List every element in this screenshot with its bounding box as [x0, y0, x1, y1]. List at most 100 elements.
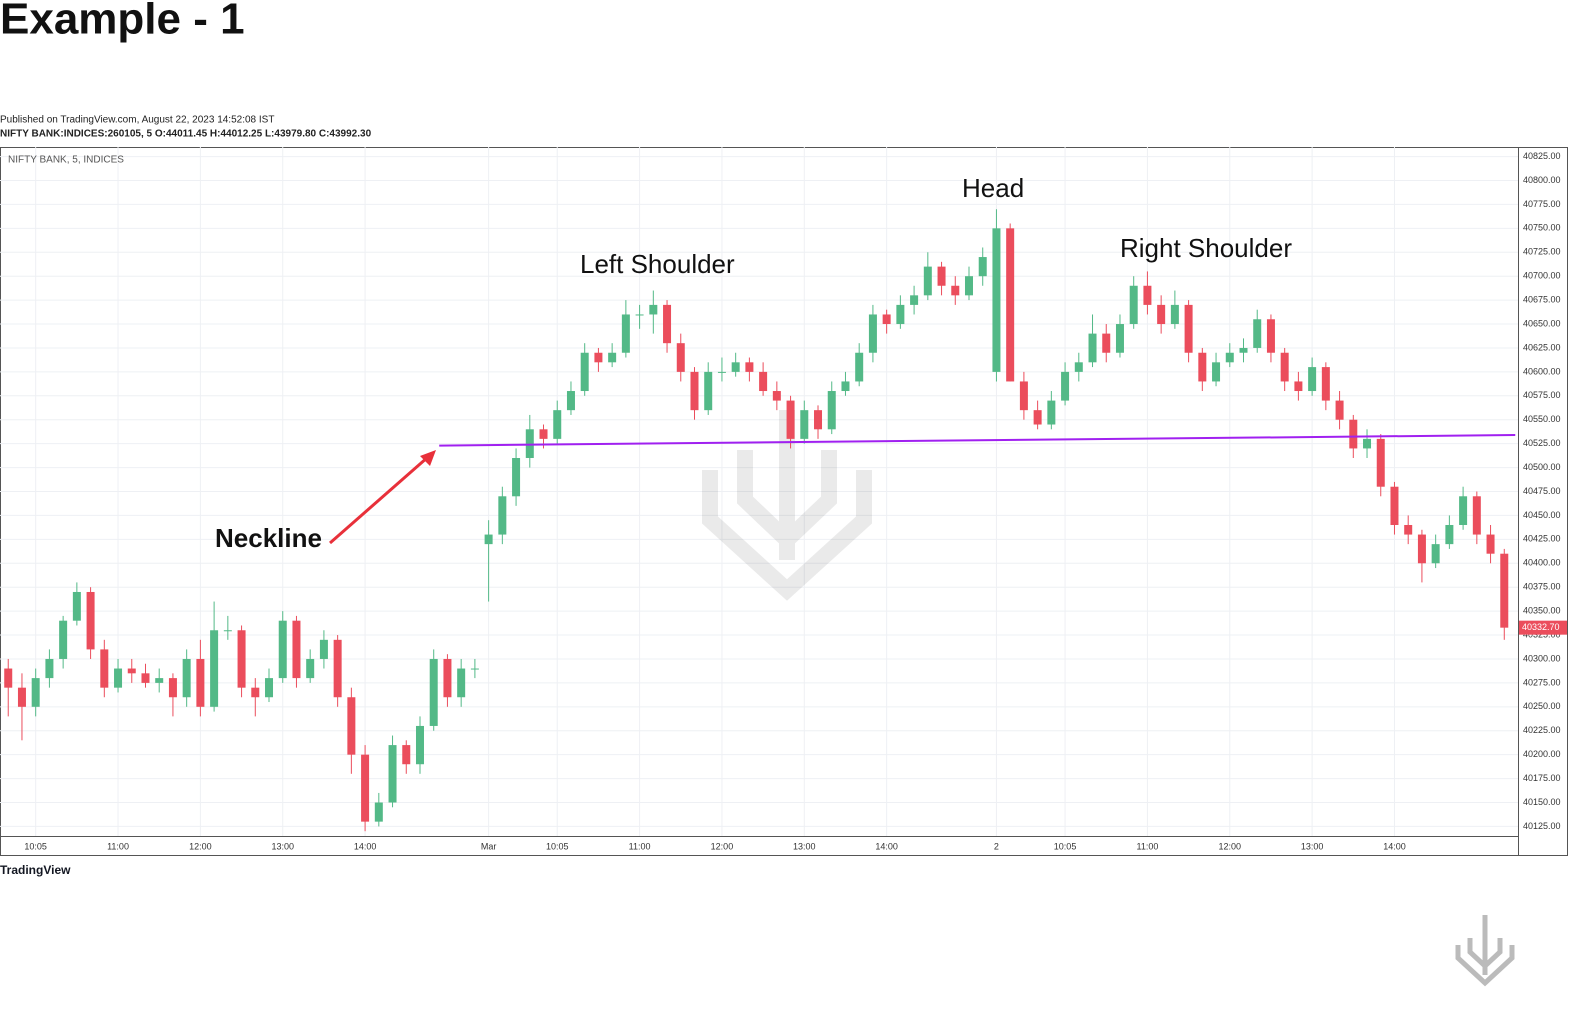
candle-body: [580, 352, 589, 392]
candle-body: [1102, 333, 1111, 353]
candle-body: [525, 429, 534, 459]
candle-body: [717, 371, 726, 373]
candle-body: [690, 371, 699, 411]
annotation: Right Shoulder: [1120, 233, 1292, 263]
candle-body: [814, 410, 823, 430]
candle-body: [566, 391, 575, 411]
candle-body: [759, 371, 768, 392]
candle-body: [1500, 553, 1509, 628]
x-tick-label: 10:05: [546, 841, 569, 851]
candle-body: [210, 630, 219, 707]
x-tick-label: 14:00: [1383, 841, 1406, 851]
y-tick-label: 40550.00: [1523, 414, 1561, 424]
candle-body: [17, 687, 26, 707]
candle-body: [333, 639, 342, 698]
candle-body: [786, 400, 795, 439]
candle-body: [1047, 400, 1056, 425]
candle-body: [498, 496, 507, 535]
y-tick-label: 40600.00: [1523, 366, 1561, 376]
candle-body: [114, 668, 123, 688]
x-tick-label: 10:05: [24, 841, 47, 851]
y-tick-label: 40175.00: [1523, 773, 1561, 783]
x-tick-label: 2: [994, 841, 999, 851]
x-tick-label: 13:00: [793, 841, 816, 851]
candle-body: [278, 620, 287, 679]
plot: [4, 209, 1516, 832]
candle-body: [868, 314, 877, 353]
y-tick-label: 40800.00: [1523, 175, 1561, 185]
candle-body: [361, 754, 370, 822]
candle-body: [1061, 371, 1070, 401]
x-tick-label: 12:00: [189, 841, 212, 851]
candle-body: [388, 745, 397, 803]
candle-body: [443, 658, 452, 698]
y-tick-label: 40150.00: [1523, 797, 1561, 807]
candle-body: [1486, 534, 1495, 554]
y-tick-label: 40725.00: [1523, 247, 1561, 257]
candle-body: [1266, 319, 1275, 353]
candle-body: [1280, 352, 1289, 382]
candle-body: [127, 668, 136, 674]
annotation: Left Shoulder: [580, 249, 735, 279]
candle-body: [621, 314, 630, 353]
annotation: Neckline: [215, 523, 322, 553]
candle-body: [855, 352, 864, 382]
candle-body: [1472, 496, 1481, 535]
candle-body: [155, 678, 164, 683]
x-tick-label: 10:05: [1054, 841, 1077, 851]
candle-body: [731, 362, 740, 372]
x-tick-label: 11:00: [1136, 841, 1158, 851]
candle-body: [704, 371, 713, 411]
y-tick-label: 40650.00: [1523, 318, 1561, 328]
last-price-label: 40332.70: [1522, 622, 1560, 632]
annotation-arrow: [329, 455, 429, 545]
candle-body: [251, 687, 260, 698]
y-tick-label: 40425.00: [1523, 534, 1561, 544]
candle-body: [1308, 367, 1317, 392]
annotation: Head: [962, 173, 1024, 203]
candle-body: [45, 658, 54, 679]
x-tick-label: 14:00: [875, 841, 898, 851]
y-tick-label: 40700.00: [1523, 271, 1561, 281]
candle-body: [882, 314, 891, 325]
y-tick-label: 40275.00: [1523, 677, 1561, 687]
ohlc-line: NIFTY BANK:INDICES:260105, 5 O:44011.45 …: [0, 129, 372, 140]
y-tick-label: 40450.00: [1523, 510, 1561, 520]
y-tick-label: 40575.00: [1523, 390, 1561, 400]
x-tick-label: 11:00: [107, 841, 129, 851]
candle-body: [457, 668, 466, 698]
y-tick-label: 40375.00: [1523, 582, 1561, 592]
candle-body: [1129, 285, 1138, 325]
candle-body: [319, 639, 328, 659]
y-tick-label: 40350.00: [1523, 605, 1561, 615]
y-tick-label: 40825.00: [1523, 151, 1561, 161]
candle-body: [772, 391, 781, 401]
candle-body: [951, 285, 960, 296]
y-tick-label: 40475.00: [1523, 486, 1561, 496]
candle-body: [168, 678, 177, 698]
candle-body: [182, 658, 191, 698]
y-tick-label: 40675.00: [1523, 294, 1561, 304]
candle-body: [1115, 324, 1124, 353]
candle-body: [1459, 496, 1468, 525]
candle-body: [553, 410, 562, 439]
candle-body: [1033, 410, 1042, 425]
candle-body: [141, 673, 150, 683]
x-tick-label: 12:00: [1219, 841, 1242, 851]
candle-body: [223, 630, 232, 632]
candle-body: [1143, 285, 1152, 305]
candle-body: [1404, 524, 1413, 535]
y-tick-label: 40525.00: [1523, 438, 1561, 448]
annotation-arrowhead: [420, 450, 436, 466]
candle-body: [649, 304, 658, 315]
candle-body: [1445, 524, 1454, 545]
candle-body: [539, 429, 548, 439]
candle-body: [1335, 400, 1344, 420]
x-tick-label: Mar: [481, 841, 497, 851]
candle-body: [1349, 419, 1358, 449]
candle-body: [374, 802, 383, 822]
candle-body: [59, 620, 68, 659]
candle-body: [1363, 438, 1372, 449]
